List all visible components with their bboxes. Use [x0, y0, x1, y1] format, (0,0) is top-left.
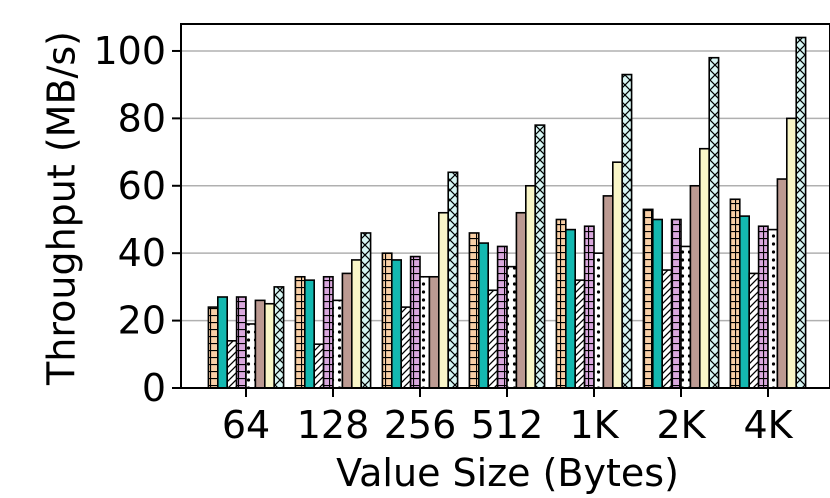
- bar-hatch: [497, 246, 507, 388]
- bar-hatch: [469, 232, 479, 388]
- bar-hatch: [643, 209, 653, 388]
- x-tick-label: 128: [297, 403, 370, 447]
- bar-hatch: [622, 74, 632, 389]
- x-axis-label: Value Size (Bytes): [336, 451, 679, 495]
- bar-hatch: [584, 226, 594, 388]
- bar-hatch: [535, 125, 545, 388]
- bar: [342, 273, 352, 388]
- bar-hatch: [681, 246, 691, 388]
- bar: [690, 185, 700, 388]
- gridlines: [181, 50, 830, 322]
- bar: [652, 219, 663, 388]
- bar: [777, 179, 787, 388]
- ticks: 0 20 40 60 80 100 64 128 256 512 1K 2K 4K: [93, 29, 793, 447]
- bar-hatch: [323, 276, 333, 388]
- bar-hatch: [333, 300, 343, 388]
- bars: [207, 36, 807, 389]
- bar: [612, 162, 623, 388]
- y-tick-label: 100: [93, 29, 166, 73]
- bar-hatch: [796, 37, 806, 389]
- bar-hatch: [361, 232, 371, 388]
- bar-hatch: [295, 276, 305, 388]
- bar-hatch: [227, 340, 237, 388]
- bar-hatch: [420, 276, 430, 388]
- x-tick-label: 2K: [656, 403, 706, 447]
- bar-hatch: [410, 256, 420, 388]
- bar-hatch: [401, 307, 411, 388]
- bar-hatch: [709, 57, 719, 388]
- y-tick-label: 40: [118, 231, 166, 275]
- bar-hatch: [594, 253, 604, 388]
- bar: [739, 216, 750, 388]
- bar-hatch: [749, 273, 759, 388]
- bar: [391, 259, 402, 388]
- bar-hatch: [488, 290, 498, 388]
- x-tick-label: 1K: [569, 403, 619, 447]
- x-tick-label: 512: [471, 403, 544, 447]
- y-axis-label: Throughput (MB/s): [40, 31, 84, 386]
- bar-hatch: [758, 226, 768, 388]
- bar-hatch: [768, 229, 778, 388]
- plot-frame: [180, 23, 830, 389]
- bar-hatch: [314, 344, 324, 388]
- bar: [525, 185, 536, 388]
- x-tick-label: 64: [222, 403, 270, 447]
- bar-hatch: [507, 266, 517, 388]
- bar-hatch: [575, 280, 585, 388]
- bar: [255, 300, 265, 388]
- bar-hatch: [236, 297, 246, 388]
- bar: [351, 259, 362, 388]
- bar-hatch: [730, 199, 740, 388]
- bar-hatch: [246, 323, 256, 388]
- bar: [304, 280, 315, 388]
- bar: [565, 229, 576, 388]
- bar-hatch: [382, 253, 392, 388]
- bar-hatch: [208, 307, 218, 388]
- x-tick-label: 4K: [743, 403, 793, 447]
- bar: [264, 303, 275, 388]
- bar-hatch: [671, 219, 681, 388]
- y-tick-label: 20: [118, 299, 166, 343]
- bar: [699, 148, 710, 388]
- bar: [429, 276, 439, 388]
- bar-hatch: [662, 270, 672, 388]
- bar: [786, 118, 797, 389]
- x-tick-label: 256: [384, 403, 457, 447]
- y-tick-label: 60: [118, 164, 166, 208]
- bar-hatch: [274, 286, 284, 388]
- bar: [478, 243, 489, 388]
- bar: [603, 195, 613, 388]
- bar-hatch: [448, 172, 458, 388]
- bar: [438, 212, 449, 388]
- bar: [516, 212, 526, 388]
- y-tick-label: 0: [142, 366, 166, 410]
- bar-hatch: [556, 219, 566, 388]
- y-tick-label: 80: [118, 96, 166, 140]
- bar: [217, 297, 228, 388]
